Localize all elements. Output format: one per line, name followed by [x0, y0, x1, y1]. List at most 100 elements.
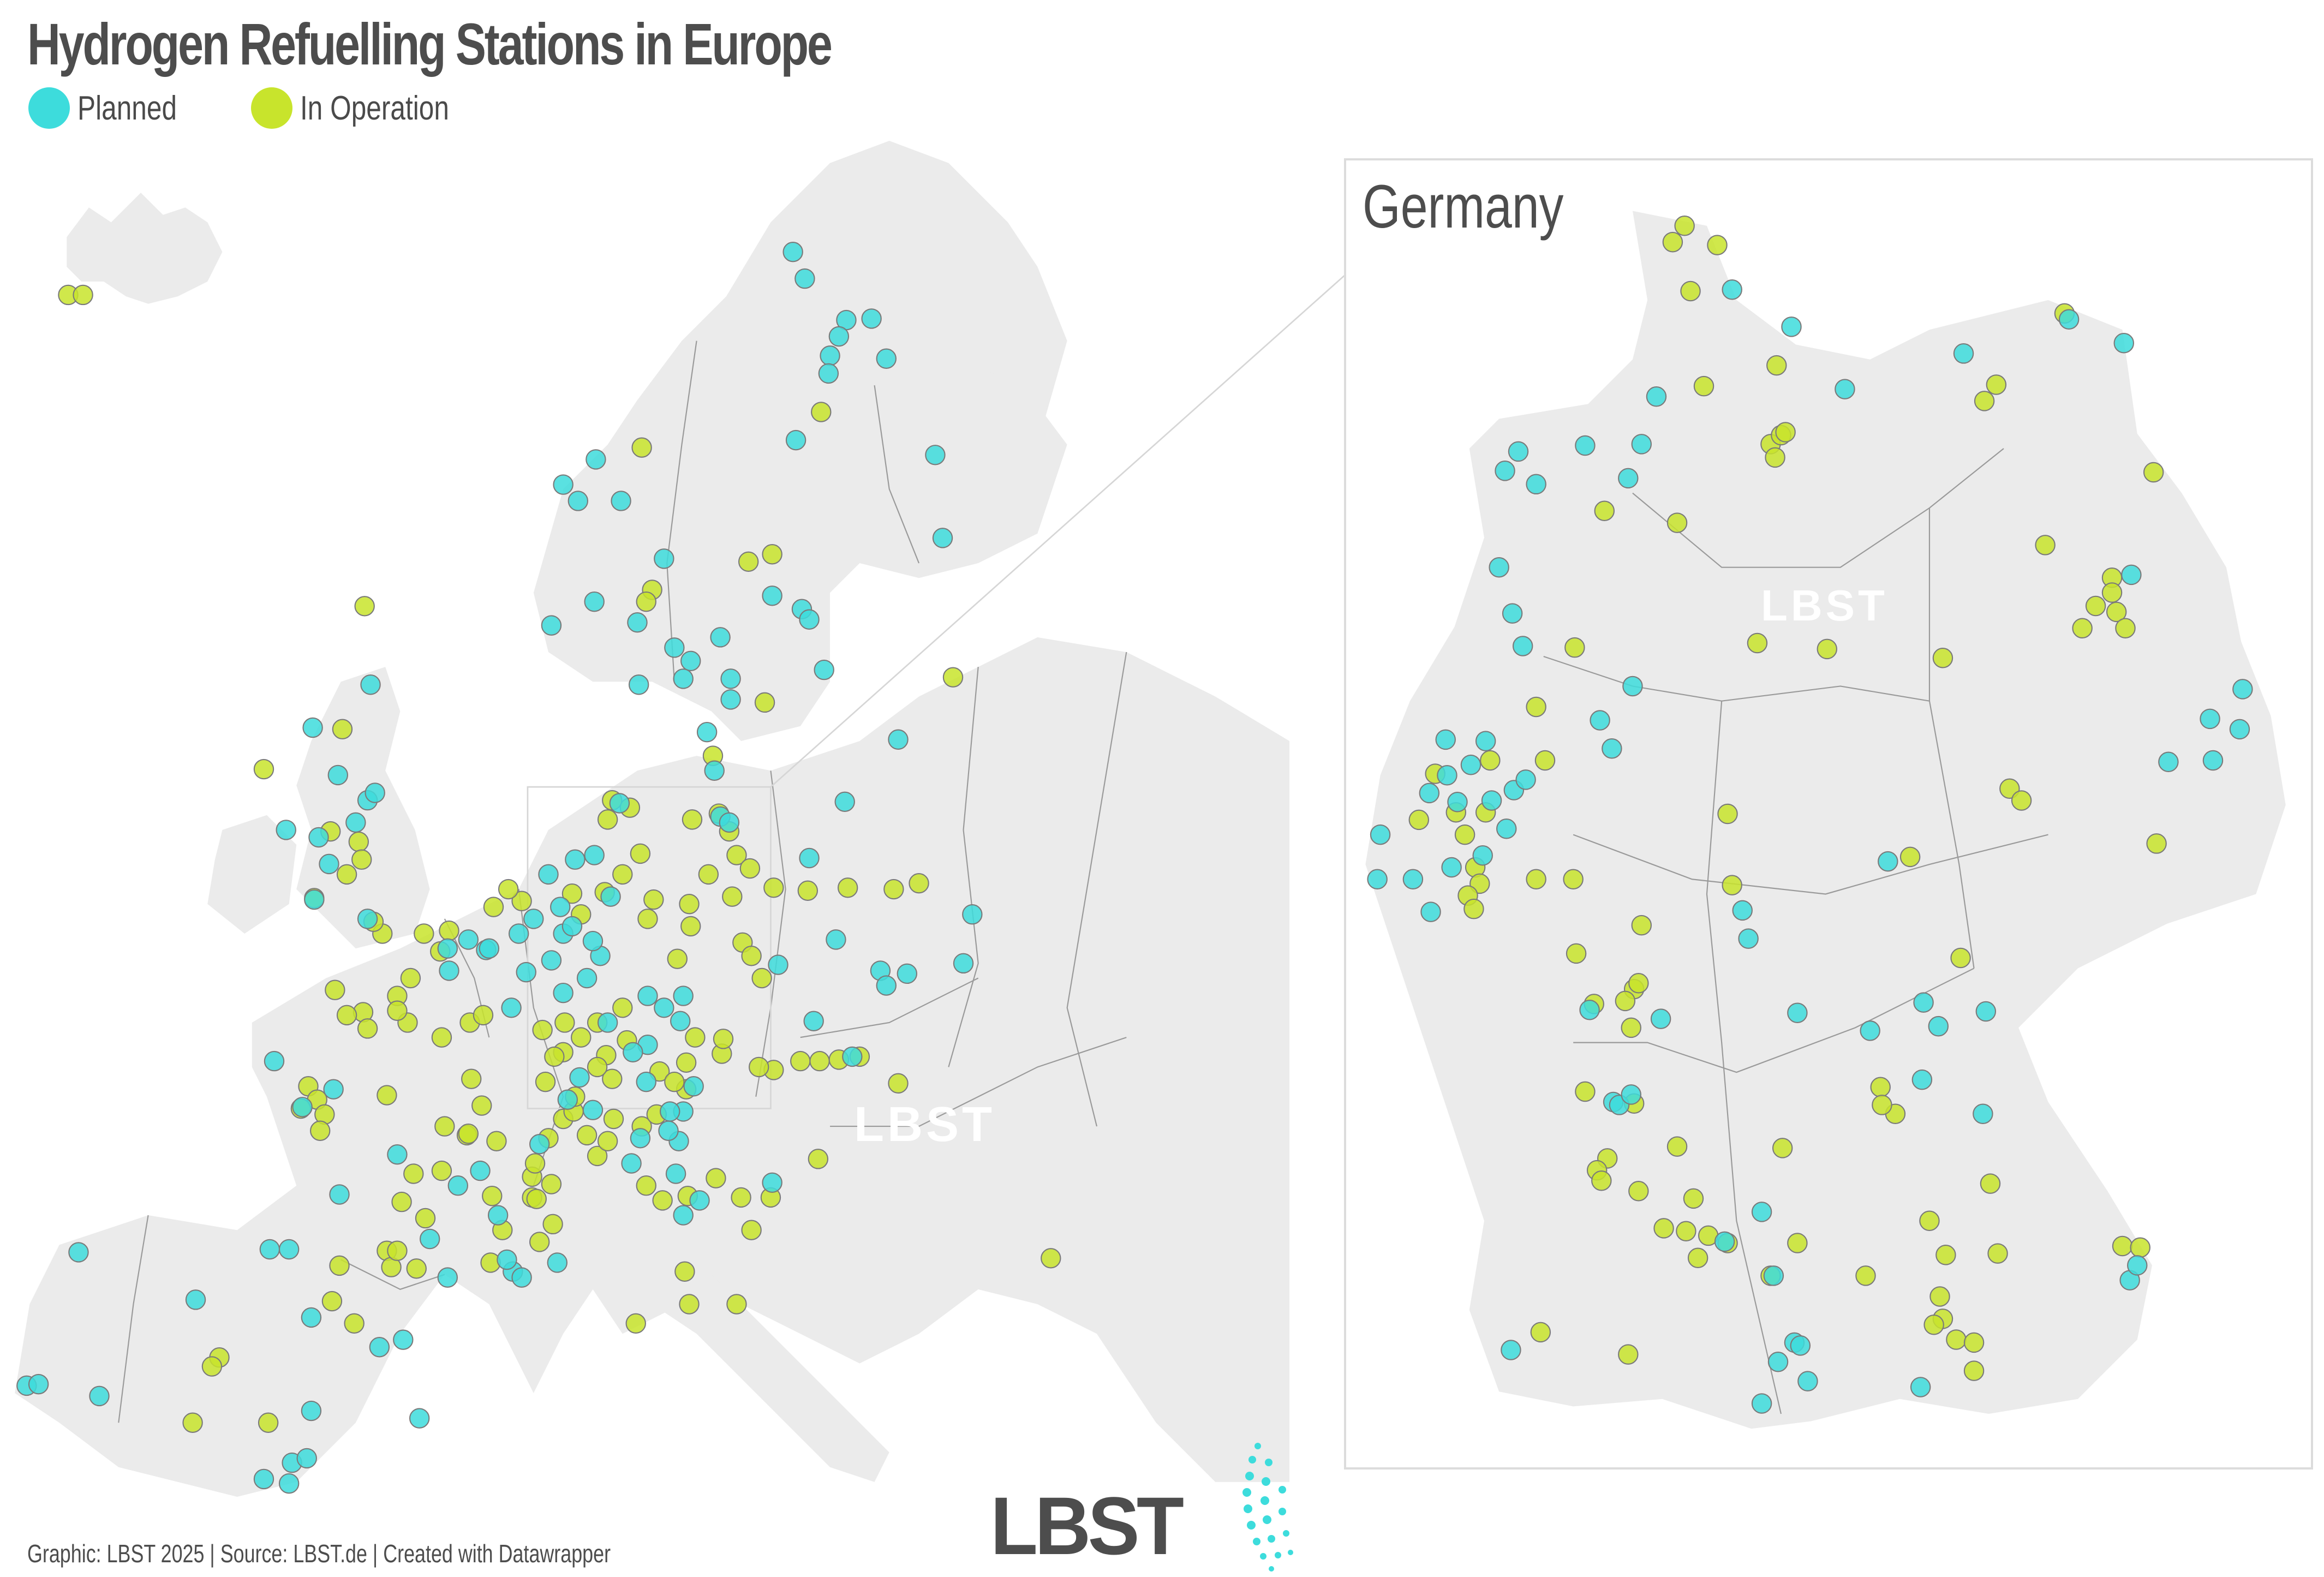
- planned-station-dot[interactable]: [621, 1153, 642, 1174]
- in-operation-station-dot[interactable]: [762, 544, 782, 565]
- planned-station-dot[interactable]: [2058, 309, 2080, 330]
- planned-station-dot[interactable]: [654, 548, 674, 569]
- planned-station-dot[interactable]: [487, 1205, 509, 1226]
- planned-station-dot[interactable]: [419, 1228, 440, 1250]
- in-operation-station-dot[interactable]: [1932, 647, 1953, 668]
- planned-station-dot[interactable]: [1797, 1371, 1818, 1391]
- in-operation-station-dot[interactable]: [1408, 809, 1430, 831]
- in-operation-station-dot[interactable]: [1693, 375, 1714, 397]
- planned-station-dot[interactable]: [1441, 857, 1462, 878]
- in-operation-station-dot[interactable]: [576, 1125, 598, 1146]
- planned-station-dot[interactable]: [541, 615, 562, 636]
- in-operation-station-dot[interactable]: [942, 667, 964, 688]
- in-operation-station-dot[interactable]: [1987, 1243, 2008, 1264]
- in-operation-station-dot[interactable]: [741, 1220, 762, 1240]
- planned-station-dot[interactable]: [673, 985, 694, 1006]
- planned-station-dot[interactable]: [1631, 434, 1652, 455]
- planned-station-dot[interactable]: [1738, 928, 1759, 949]
- planned-station-dot[interactable]: [301, 1400, 322, 1421]
- planned-station-dot[interactable]: [814, 659, 834, 680]
- in-operation-station-dot[interactable]: [544, 1046, 565, 1067]
- in-operation-station-dot[interactable]: [652, 1190, 673, 1211]
- planned-station-dot[interactable]: [962, 904, 983, 925]
- planned-station-dot[interactable]: [1447, 791, 1468, 813]
- planned-station-dot[interactable]: [704, 760, 725, 781]
- in-operation-station-dot[interactable]: [1041, 1248, 1061, 1269]
- in-operation-station-dot[interactable]: [667, 948, 688, 969]
- in-operation-station-dot[interactable]: [1929, 1286, 1950, 1307]
- in-operation-station-dot[interactable]: [377, 1085, 397, 1106]
- planned-station-dot[interactable]: [28, 1373, 49, 1395]
- in-operation-station-dot[interactable]: [1480, 750, 1501, 771]
- planned-station-dot[interactable]: [304, 889, 325, 910]
- in-operation-station-dot[interactable]: [1899, 846, 1921, 868]
- in-operation-station-dot[interactable]: [790, 1050, 811, 1072]
- in-operation-station-dot[interactable]: [682, 809, 703, 830]
- in-operation-station-dot[interactable]: [1817, 638, 1838, 660]
- planned-station-dot[interactable]: [1495, 461, 1515, 481]
- in-operation-station-dot[interactable]: [483, 897, 504, 917]
- planned-station-dot[interactable]: [1646, 386, 1667, 407]
- planned-station-dot[interactable]: [323, 1079, 344, 1100]
- planned-station-dot[interactable]: [876, 348, 897, 369]
- planned-station-dot[interactable]: [437, 1267, 458, 1288]
- in-operation-station-dot[interactable]: [498, 879, 519, 900]
- planned-station-dot[interactable]: [1714, 1231, 1735, 1252]
- in-operation-station-dot[interactable]: [1454, 824, 1475, 845]
- in-operation-station-dot[interactable]: [685, 1027, 706, 1048]
- in-operation-station-dot[interactable]: [309, 1120, 331, 1141]
- in-operation-station-dot[interactable]: [406, 1258, 427, 1279]
- planned-station-dot[interactable]: [68, 1242, 89, 1263]
- in-operation-station-dot[interactable]: [325, 979, 345, 1000]
- planned-station-dot[interactable]: [826, 929, 846, 950]
- planned-station-dot[interactable]: [1910, 1377, 1931, 1397]
- planned-station-dot[interactable]: [1732, 900, 1753, 921]
- in-operation-station-dot[interactable]: [1566, 943, 1587, 964]
- planned-station-dot[interactable]: [278, 1473, 300, 1494]
- in-operation-station-dot[interactable]: [321, 1291, 343, 1312]
- in-operation-station-dot[interactable]: [1963, 1360, 1985, 1381]
- in-operation-station-dot[interactable]: [336, 864, 357, 885]
- in-operation-station-dot[interactable]: [541, 1174, 562, 1194]
- planned-station-dot[interactable]: [1618, 468, 1639, 489]
- planned-station-dot[interactable]: [1953, 343, 1974, 364]
- planned-station-dot[interactable]: [387, 1144, 408, 1165]
- in-operation-station-dot[interactable]: [387, 1240, 408, 1261]
- in-operation-station-dot[interactable]: [763, 877, 784, 898]
- in-operation-station-dot[interactable]: [2035, 535, 2056, 555]
- planned-station-dot[interactable]: [501, 997, 522, 1018]
- in-operation-station-dot[interactable]: [603, 1108, 624, 1130]
- planned-station-dot[interactable]: [2202, 750, 2224, 771]
- in-operation-station-dot[interactable]: [1662, 231, 1683, 253]
- in-operation-station-dot[interactable]: [726, 1294, 747, 1315]
- in-operation-station-dot[interactable]: [741, 946, 762, 966]
- planned-station-dot[interactable]: [654, 997, 674, 1018]
- planned-station-dot[interactable]: [565, 849, 586, 870]
- in-operation-station-dot[interactable]: [1683, 1188, 1704, 1209]
- in-operation-station-dot[interactable]: [1563, 869, 1584, 890]
- in-operation-station-dot[interactable]: [1765, 447, 1785, 468]
- planned-station-dot[interactable]: [557, 1089, 578, 1110]
- in-operation-station-dot[interactable]: [1621, 1017, 1641, 1038]
- planned-station-dot[interactable]: [497, 1249, 517, 1270]
- in-operation-station-dot[interactable]: [1526, 696, 1546, 718]
- planned-station-dot[interactable]: [360, 674, 381, 695]
- in-operation-station-dot[interactable]: [1919, 1210, 1940, 1231]
- planned-station-dot[interactable]: [782, 241, 803, 262]
- planned-station-dot[interactable]: [1475, 731, 1496, 751]
- planned-station-dot[interactable]: [567, 491, 589, 511]
- in-operation-station-dot[interactable]: [1526, 869, 1546, 890]
- planned-station-dot[interactable]: [541, 950, 562, 971]
- planned-station-dot[interactable]: [660, 1101, 680, 1122]
- planned-station-dot[interactable]: [1481, 790, 1502, 811]
- planned-station-dot[interactable]: [1472, 845, 1493, 866]
- in-operation-station-dot[interactable]: [2106, 601, 2127, 623]
- in-operation-station-dot[interactable]: [1628, 973, 1649, 994]
- in-operation-station-dot[interactable]: [680, 916, 701, 937]
- in-operation-station-dot[interactable]: [722, 886, 743, 907]
- planned-station-dot[interactable]: [1781, 316, 1802, 337]
- in-operation-station-dot[interactable]: [482, 1186, 503, 1206]
- planned-station-dot[interactable]: [1767, 1352, 1789, 1372]
- in-operation-station-dot[interactable]: [403, 1163, 424, 1184]
- in-operation-station-dot[interactable]: [473, 1005, 494, 1026]
